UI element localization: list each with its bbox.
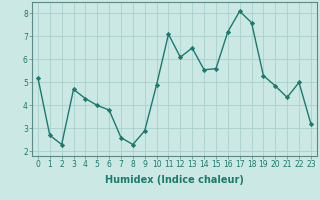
X-axis label: Humidex (Indice chaleur): Humidex (Indice chaleur) (105, 175, 244, 185)
